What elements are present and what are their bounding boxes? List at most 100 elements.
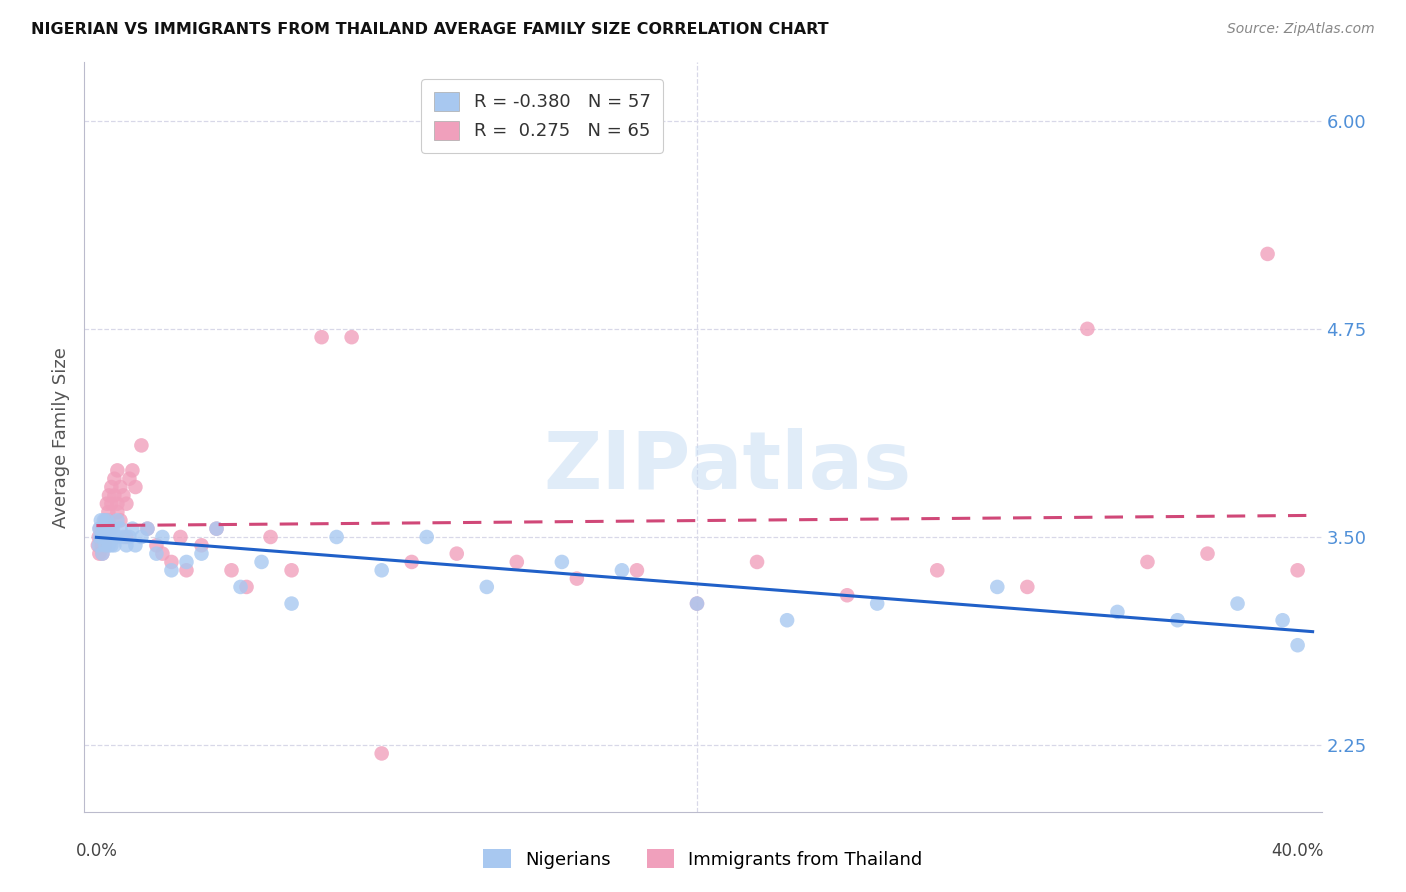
Point [221, 563, 243, 577]
Point [103, 530, 125, 544]
Point [90, 513, 112, 527]
Point [96, 513, 118, 527]
Point [100, 538, 122, 552]
Point [1286, 638, 1309, 652]
Point [311, 330, 333, 344]
Point [325, 530, 347, 544]
Point [89, 522, 111, 536]
Point [610, 563, 633, 577]
Point [401, 555, 423, 569]
Point [112, 530, 135, 544]
Point [1257, 247, 1279, 261]
Point [776, 613, 799, 627]
Point [370, 747, 392, 761]
Point [259, 530, 281, 544]
Point [97, 530, 120, 544]
Point [91, 522, 114, 536]
Point [110, 522, 132, 536]
Legend: Nigerians, Immigrants from Thailand: Nigerians, Immigrants from Thailand [477, 842, 929, 876]
Point [124, 480, 146, 494]
Point [160, 563, 183, 577]
Point [103, 488, 125, 502]
Point [446, 547, 468, 561]
Text: Source: ZipAtlas.com: Source: ZipAtlas.com [1227, 22, 1375, 37]
Point [506, 555, 529, 569]
Point [370, 563, 392, 577]
Point [115, 497, 138, 511]
Point [94, 522, 117, 536]
Point [152, 530, 174, 544]
Point [626, 563, 648, 577]
Point [551, 555, 574, 569]
Point [98, 522, 121, 536]
Point [475, 580, 498, 594]
Point [124, 538, 146, 552]
Text: 40.0%: 40.0% [1271, 842, 1324, 860]
Legend: R = -0.380   N = 57, R =  0.275   N = 65: R = -0.380 N = 57, R = 0.275 N = 65 [422, 79, 664, 153]
Point [229, 580, 252, 594]
Point [235, 580, 257, 594]
Point [110, 480, 132, 494]
Text: ZIPatlas: ZIPatlas [544, 428, 912, 506]
Point [94, 530, 117, 544]
Point [87, 538, 110, 552]
Point [280, 563, 302, 577]
Point [94, 530, 117, 544]
Point [1286, 563, 1309, 577]
Point [121, 522, 143, 536]
Point [160, 555, 183, 569]
Point [91, 530, 114, 544]
Point [89, 547, 111, 561]
Point [90, 538, 112, 552]
Point [1166, 613, 1188, 627]
Point [565, 572, 588, 586]
Point [131, 530, 153, 544]
Point [1076, 322, 1098, 336]
Text: 0.0%: 0.0% [76, 842, 117, 860]
Point [340, 330, 363, 344]
Point [686, 597, 709, 611]
Point [94, 538, 117, 552]
Point [91, 547, 114, 561]
Point [94, 522, 117, 536]
Point [103, 472, 125, 486]
Point [250, 555, 273, 569]
Point [190, 538, 212, 552]
Point [98, 488, 121, 502]
Point [986, 580, 1008, 594]
Point [103, 538, 125, 552]
Point [152, 547, 174, 561]
Point [1107, 605, 1129, 619]
Point [94, 513, 117, 527]
Point [100, 522, 122, 536]
Point [100, 480, 122, 494]
Point [91, 547, 114, 561]
Point [91, 522, 114, 536]
Point [121, 463, 143, 477]
Point [90, 530, 112, 544]
Point [145, 538, 167, 552]
Point [96, 497, 118, 511]
Point [105, 505, 128, 519]
Point [1271, 613, 1294, 627]
Point [110, 513, 132, 527]
Point [1197, 547, 1219, 561]
Point [176, 555, 198, 569]
Point [145, 547, 167, 561]
Point [105, 463, 128, 477]
Point [205, 522, 228, 536]
Point [280, 597, 302, 611]
Text: NIGERIAN VS IMMIGRANTS FROM THAILAND AVERAGE FAMILY SIZE CORRELATION CHART: NIGERIAN VS IMMIGRANTS FROM THAILAND AVE… [31, 22, 828, 37]
Point [169, 530, 191, 544]
Point [91, 530, 114, 544]
Point [745, 555, 768, 569]
Point [93, 513, 115, 527]
Point [98, 538, 121, 552]
Point [101, 522, 124, 536]
Point [105, 513, 128, 527]
Point [1226, 597, 1249, 611]
Point [176, 563, 198, 577]
Point [89, 522, 111, 536]
Point [136, 522, 159, 536]
Point [105, 530, 128, 544]
